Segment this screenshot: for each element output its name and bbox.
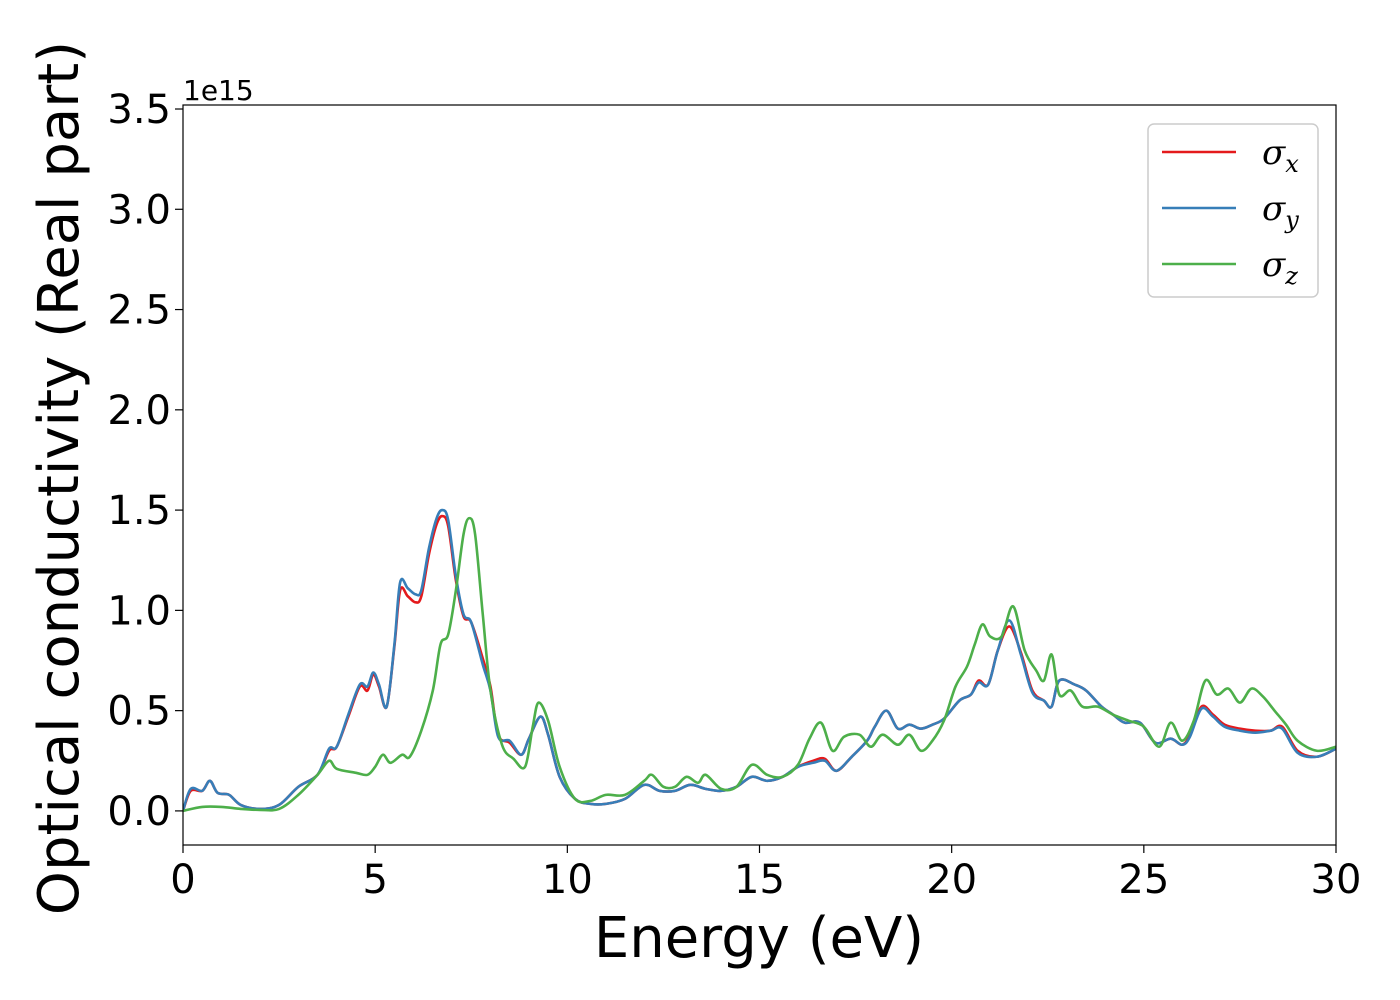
x-axis-ticks: 0 5 10 15 20 25 30 (170, 845, 1361, 903)
x-tick-label: 10 (542, 857, 593, 903)
x-tick-label: 30 (1311, 857, 1362, 903)
x-tick-label: 25 (1118, 857, 1169, 903)
x-axis-title: Energy (eV) (594, 906, 924, 971)
y-offset-label: 1e15 (183, 74, 254, 107)
y-tick-label: 1.5 (107, 488, 171, 534)
legend-label-z: σz (1262, 245, 1298, 290)
y-tick-label: 2.5 (107, 288, 171, 334)
y-tick-label: 2.0 (107, 388, 171, 434)
x-tick-label: 0 (170, 857, 195, 903)
y-tick-label: 3.0 (107, 187, 171, 233)
x-tick-label: 5 (362, 857, 387, 903)
legend-box (1147, 123, 1319, 298)
x-tick-label: 15 (734, 857, 785, 903)
x-tick-label: 20 (926, 857, 977, 903)
y-axis-ticks: 0.0 0.5 1.0 1.5 2.0 2.5 3.0 3.5 (107, 87, 183, 835)
y-tick-label: 1.0 (107, 588, 171, 634)
legend: σx σy σz (1147, 123, 1319, 298)
y-tick-label: 0.5 (107, 689, 171, 735)
series-layer (183, 508, 1336, 813)
legend-label-x: σx (1262, 133, 1299, 178)
legend-label-y: σy (1262, 189, 1299, 234)
y-tick-label: 0.0 (107, 789, 171, 835)
series-line-z (183, 516, 1336, 813)
y-axis-title: Optical conductivity (Real part) (27, 41, 92, 915)
y-tick-label: 3.5 (107, 87, 171, 133)
